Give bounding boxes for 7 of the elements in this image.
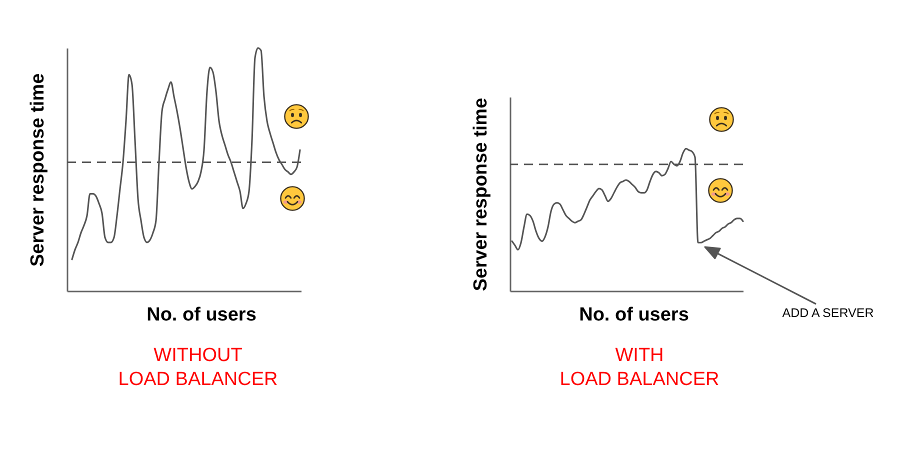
x-axis-title: No. of users: [146, 304, 256, 326]
y-axis-title: Server response time: [28, 73, 48, 267]
text: WITH LOAD BALANCER: [560, 345, 720, 390]
y-axis-title: Server response time: [470, 98, 492, 292]
text: WITHOUT LOAD BALANCER: [118, 345, 278, 390]
text: ADD A SERVER: [782, 306, 874, 320]
x-axis-title: No. of users: [579, 304, 689, 326]
